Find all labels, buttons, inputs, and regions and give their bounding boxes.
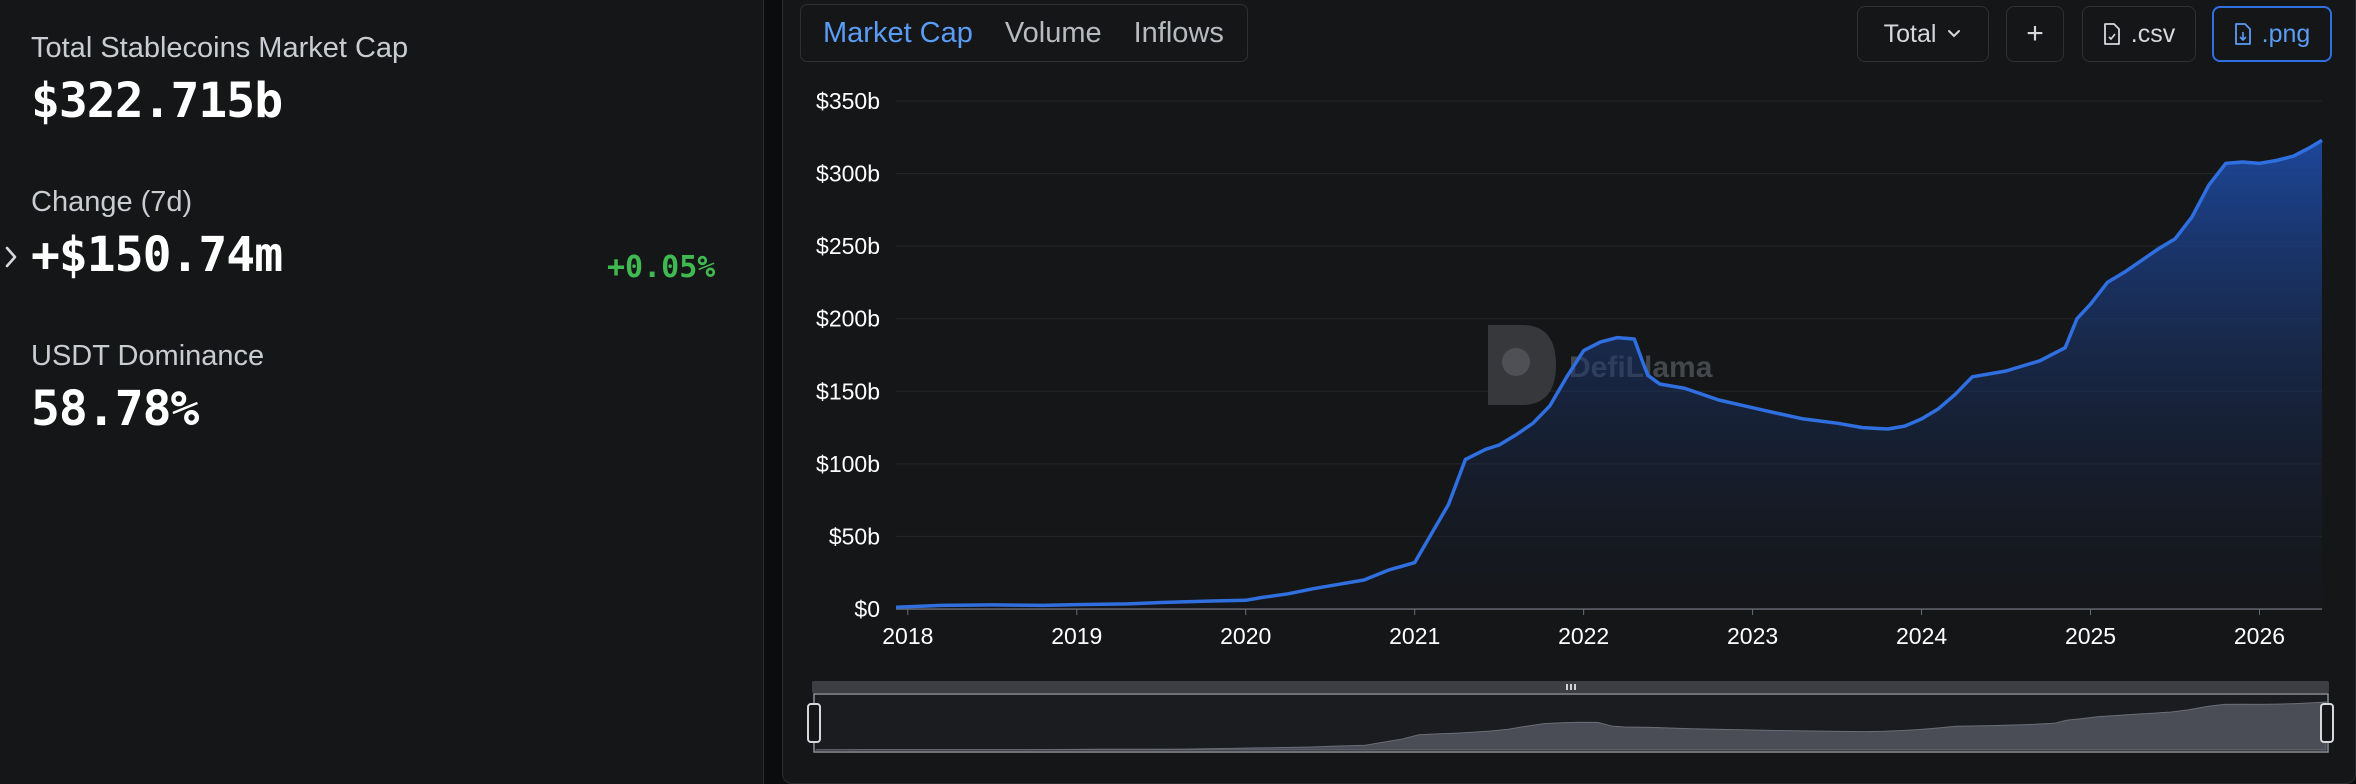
x-tick-label: 2019	[1051, 623, 1102, 649]
brush-handle-right[interactable]	[2320, 703, 2334, 743]
x-tick-label: 2018	[882, 623, 933, 649]
change-stat[interactable]: Change (7d) +$150.74m	[31, 186, 283, 283]
y-tick-label: $250b	[816, 233, 880, 259]
x-tick-label: 2025	[2065, 623, 2116, 649]
x-tick-label: 2023	[1727, 623, 1778, 649]
png-download-button[interactable]: .png	[2212, 6, 2332, 62]
change-percent: +0.05%	[607, 250, 716, 285]
dominance-stat: USDT Dominance 58.78%	[31, 340, 265, 437]
y-tick-label: $150b	[816, 378, 880, 404]
x-tick-label: 2020	[1220, 623, 1271, 649]
stats-panel: Total Stablecoins Market Cap $322.715b C…	[0, 0, 764, 784]
tab-market-cap[interactable]: Market Cap	[823, 16, 973, 49]
market-cap-stat: Total Stablecoins Market Cap $322.715b	[31, 32, 409, 129]
x-axis: 2018 2019 2020 2021 2022 2023 2024 2025 2026	[882, 609, 2285, 649]
change-value: +$150.74m	[31, 227, 283, 283]
brush-handle-left[interactable]	[807, 703, 821, 743]
x-tick-label: 2026	[2234, 623, 2285, 649]
png-label: .png	[2261, 19, 2311, 48]
y-tick-label: $100b	[816, 451, 880, 477]
overview-area	[815, 701, 2327, 751]
y-axis: $0 $50b $100b $150b $200b $250b $300b $350b	[816, 88, 880, 622]
x-tick-label: 2021	[1389, 623, 1440, 649]
csv-label: .csv	[2130, 19, 2176, 48]
csv-download-button[interactable]: .csv	[2082, 6, 2196, 62]
y-tick-label: $0	[854, 596, 880, 622]
market-cap-line	[895, 138, 2323, 610]
total-select-label: Total	[1883, 19, 1937, 48]
chevron-down-icon	[1948, 30, 1961, 38]
tab-volume[interactable]: Volume	[1004, 16, 1102, 49]
x-tick-label: 2022	[1558, 623, 1609, 649]
market-cap-label: Total Stablecoins Market Cap	[31, 32, 409, 64]
range-brush[interactable]	[807, 681, 2334, 753]
chevron-right-icon[interactable]	[3, 244, 19, 270]
y-tick-label: $350b	[816, 88, 880, 114]
plus-icon: +	[2026, 17, 2044, 50]
y-tick-label: $200b	[816, 306, 880, 332]
x-tick-label: 2024	[1896, 623, 1947, 649]
add-button[interactable]: +	[2006, 6, 2064, 62]
market-cap-value: $322.715b	[31, 73, 283, 129]
total-select[interactable]: Total	[1857, 6, 1989, 62]
y-tick-label: $300b	[816, 161, 880, 187]
change-label: Change (7d)	[31, 186, 193, 218]
dominance-value: 58.78%	[31, 381, 199, 437]
y-tick-label: $50b	[829, 523, 880, 549]
chart-tabs: Market Cap Volume Inflows	[800, 4, 1248, 62]
download-file-icon	[2234, 23, 2251, 45]
dominance-label: USDT Dominance	[31, 340, 265, 372]
file-icon	[2103, 23, 2120, 45]
tab-inflows[interactable]: Inflows	[1133, 16, 1224, 49]
market-cap-area	[896, 140, 2322, 609]
brush-grip-icon[interactable]	[1566, 684, 1576, 690]
